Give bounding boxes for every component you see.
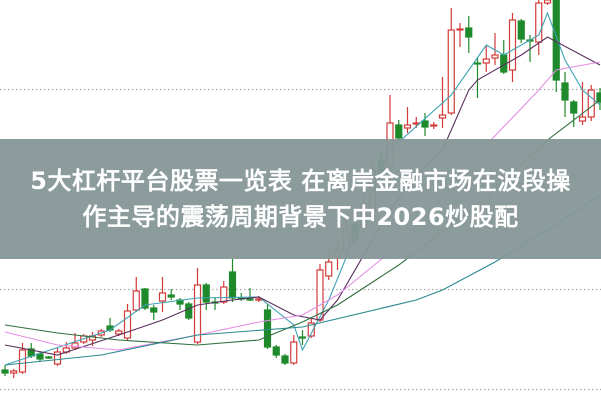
candle-down <box>500 40 508 74</box>
candle-up <box>456 23 464 47</box>
candle-body <box>202 284 210 303</box>
candle-up <box>53 348 62 366</box>
candle-body <box>535 2 543 43</box>
candle-down <box>185 302 193 320</box>
candle-body <box>45 356 53 359</box>
candle-body <box>53 351 62 365</box>
candle-down <box>272 345 280 358</box>
candle-body <box>421 120 429 128</box>
candle-body <box>307 322 315 337</box>
candle-body <box>150 307 158 313</box>
candle-down <box>281 354 289 365</box>
candle-body <box>587 89 595 118</box>
candle-body <box>298 336 307 339</box>
candle-body <box>543 0 552 4</box>
candle-down <box>561 72 569 117</box>
candle-body <box>10 370 18 374</box>
candle-up <box>508 13 517 82</box>
candle-down <box>552 0 560 92</box>
candle-down <box>202 283 210 310</box>
moving-average-line-2 <box>4 36 601 356</box>
candle-body <box>438 114 447 119</box>
candle-body <box>430 124 438 127</box>
candle-up <box>587 85 595 121</box>
candle-body <box>220 286 228 303</box>
candle-down <box>211 297 219 310</box>
candle-down <box>395 120 403 140</box>
candle-body <box>228 271 237 299</box>
candle-body <box>290 341 298 364</box>
candle-body <box>71 342 79 349</box>
candle-down <box>45 356 53 359</box>
candle-body <box>1 369 9 374</box>
candle-body <box>473 62 482 65</box>
candle-up <box>578 82 587 125</box>
moving-average-line-3 <box>4 61 601 351</box>
candle-body <box>491 54 499 59</box>
candle-up <box>220 281 228 304</box>
candle-down <box>1 365 9 376</box>
candle-up <box>193 268 202 344</box>
candle-up <box>430 122 438 129</box>
candle-body <box>561 82 569 101</box>
candle-body <box>167 294 175 298</box>
candle-down <box>465 16 473 53</box>
candle-down <box>141 288 149 310</box>
candle-body <box>281 355 289 364</box>
candle-body <box>246 298 254 301</box>
candle-body <box>193 284 202 343</box>
candle-body <box>456 28 464 31</box>
candle-body <box>465 27 473 38</box>
candle-down <box>517 19 525 43</box>
candle-body <box>596 92 601 103</box>
candle-body <box>517 20 525 40</box>
candle-down <box>263 304 272 349</box>
candle-up <box>403 107 412 133</box>
candle-down <box>150 305 158 320</box>
candle-up <box>132 277 140 312</box>
candle-down <box>421 113 429 136</box>
candle-body <box>395 124 403 139</box>
title-banner: 5大杠杆平台股票一览表 在离岸金融市场在波段操 作主导的震荡周期背景下中2026… <box>0 139 601 259</box>
candle-body <box>132 290 140 311</box>
candle-down <box>596 88 601 110</box>
candle-up <box>447 8 455 115</box>
candle-body <box>447 29 455 114</box>
candle-body <box>272 346 280 356</box>
candle-down <box>167 289 175 300</box>
candle-body <box>325 261 333 277</box>
candle-body <box>482 58 490 64</box>
candle-body <box>570 101 578 114</box>
candle-body <box>578 116 587 122</box>
candle-up <box>290 335 298 365</box>
candle-body <box>141 288 149 309</box>
candle-up <box>482 45 490 72</box>
candle-body <box>18 349 27 373</box>
candle-down <box>246 288 254 301</box>
candle-body <box>36 353 44 360</box>
candle-up <box>307 318 315 338</box>
candle-down <box>473 57 482 98</box>
candle-body <box>185 303 193 319</box>
candle-up <box>123 304 132 340</box>
candle-down <box>228 258 237 302</box>
candle-body <box>263 309 272 348</box>
title-line-2: 作主导的震荡周期背景下中2026炒股配 <box>82 203 519 231</box>
title-line-1: 5大杠杆平台股票一览表 在离岸金融市场在波段操 <box>30 167 571 195</box>
candle-body <box>508 19 517 71</box>
candle-up <box>10 369 18 378</box>
candle-up <box>535 0 543 55</box>
candle-down <box>298 330 307 345</box>
candle-up <box>543 0 552 5</box>
candle-up <box>491 33 499 65</box>
candle-up <box>158 277 167 312</box>
candle-body <box>123 310 132 339</box>
candle-body <box>158 292 167 302</box>
candle-body <box>115 330 123 335</box>
candle-body <box>403 124 412 129</box>
candle-down <box>570 100 578 127</box>
